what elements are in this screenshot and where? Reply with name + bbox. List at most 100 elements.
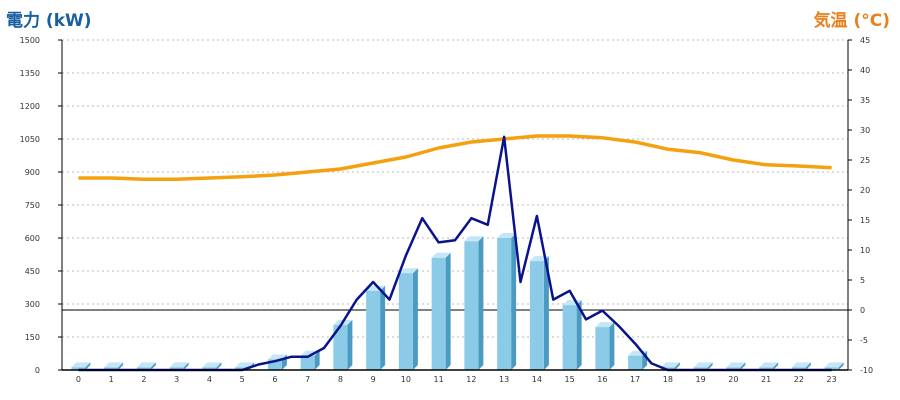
power-bar-side bbox=[412, 268, 418, 370]
left-tick-label: 0 bbox=[35, 366, 40, 375]
power-bar bbox=[136, 362, 156, 370]
x-tick-label: 2 bbox=[141, 375, 146, 384]
power-bar-side bbox=[609, 322, 615, 370]
power-bar-side bbox=[183, 362, 189, 370]
power-bar-top bbox=[71, 362, 91, 368]
x-tick-label: 3 bbox=[174, 375, 179, 384]
left-axis-title: 電力 (kW) bbox=[6, 11, 92, 31]
power-bar bbox=[595, 322, 615, 370]
power-bar bbox=[464, 236, 484, 370]
power-bar bbox=[759, 362, 779, 370]
grid-lines bbox=[62, 39, 848, 338]
power-bar-side bbox=[347, 319, 353, 370]
power-bar-front bbox=[235, 367, 250, 370]
left-tick-label: 1200 bbox=[20, 102, 40, 111]
power-bar-front bbox=[267, 359, 282, 370]
power-bar-top bbox=[398, 268, 418, 274]
power-bar bbox=[726, 362, 746, 370]
data-lines bbox=[78, 134, 832, 372]
power-bar-front bbox=[300, 355, 315, 370]
x-tick-label: 10 bbox=[401, 375, 411, 384]
x-tick-label: 19 bbox=[696, 375, 706, 384]
power-bar-side bbox=[740, 362, 746, 370]
power-bar bbox=[529, 256, 549, 370]
power-bar-side bbox=[216, 362, 222, 370]
x-tick-label: 14 bbox=[532, 375, 542, 384]
power-bar-side bbox=[543, 256, 549, 370]
x-tick-label: 15 bbox=[565, 375, 575, 384]
power-bar-side bbox=[805, 362, 811, 370]
x-tick-label: 18 bbox=[663, 375, 673, 384]
power-bar-side bbox=[150, 362, 156, 370]
power-bar-front bbox=[693, 367, 708, 370]
power-bar-side bbox=[707, 362, 713, 370]
power-bar-top bbox=[726, 362, 746, 368]
power-bar-front bbox=[398, 273, 413, 370]
power-bar-front bbox=[333, 324, 348, 370]
power-bar bbox=[71, 362, 91, 370]
power-bar-front bbox=[366, 290, 381, 370]
left-tick-label: 1500 bbox=[20, 36, 40, 45]
power-bar-top bbox=[497, 233, 517, 238]
power-bar bbox=[202, 362, 222, 370]
power-bar-side bbox=[85, 362, 91, 370]
right-tick-label: 25 bbox=[860, 156, 870, 165]
power-bar-front bbox=[136, 367, 151, 370]
power-bar-front bbox=[628, 355, 643, 370]
right-tick-label: 45 bbox=[860, 36, 870, 45]
power-bar-top bbox=[235, 362, 255, 368]
power-bar bbox=[366, 285, 386, 370]
x-tick-label: 9 bbox=[371, 375, 376, 384]
right-tick-label: 35 bbox=[860, 96, 870, 105]
right-tick-label: 5 bbox=[860, 276, 865, 285]
right-axis-title: 気温 (°C) bbox=[813, 11, 890, 31]
power-line bbox=[78, 135, 832, 372]
power-bar-top bbox=[136, 362, 156, 368]
power-bar-front bbox=[791, 367, 806, 370]
x-tick-label: 11 bbox=[434, 375, 444, 384]
power-bars bbox=[71, 233, 844, 370]
power-bar-side bbox=[118, 362, 124, 370]
power-bar-top bbox=[791, 362, 811, 368]
power-bar bbox=[333, 319, 353, 370]
x-tick-label: 13 bbox=[499, 375, 509, 384]
x-tick-label: 4 bbox=[207, 375, 212, 384]
power-bar-front bbox=[595, 327, 610, 370]
power-bar bbox=[693, 362, 713, 370]
power-bar-side bbox=[773, 362, 779, 370]
power-bar-front bbox=[104, 367, 119, 370]
power-bar-top bbox=[693, 362, 713, 368]
x-tick-label: 17 bbox=[630, 375, 640, 384]
power-bar-side bbox=[576, 300, 582, 370]
power-bar-side bbox=[511, 233, 517, 370]
power-bar-front bbox=[202, 367, 217, 370]
right-tick-label: 0 bbox=[860, 306, 865, 315]
left-tick-label: 300 bbox=[25, 300, 40, 309]
power-bar-front bbox=[71, 367, 86, 370]
left-tick-label: 150 bbox=[25, 333, 40, 342]
x-tick-label: 6 bbox=[272, 375, 277, 384]
power-bar-side bbox=[380, 285, 386, 370]
power-bar-top bbox=[202, 362, 222, 368]
power-bar-front bbox=[169, 367, 184, 370]
power-bar bbox=[791, 362, 811, 370]
axes bbox=[58, 39, 852, 371]
power-bar-side bbox=[674, 362, 680, 370]
right-tick-label: 10 bbox=[860, 246, 870, 255]
power-bar-top bbox=[595, 322, 615, 328]
x-tick-label: 0 bbox=[76, 375, 81, 384]
power-bar-front bbox=[464, 241, 479, 370]
power-bar bbox=[431, 252, 451, 370]
power-bar-top bbox=[431, 252, 451, 258]
right-tick-label: 30 bbox=[860, 126, 870, 135]
power-bar bbox=[562, 300, 582, 370]
power-bar-top bbox=[759, 362, 779, 368]
power-bar-top bbox=[169, 362, 189, 368]
right-tick-label: 20 bbox=[860, 186, 870, 195]
power-bar bbox=[497, 233, 517, 370]
power-bar-front bbox=[497, 238, 512, 370]
right-tick-label: 15 bbox=[860, 216, 870, 225]
x-tick-label: 12 bbox=[466, 375, 476, 384]
power-bar-front bbox=[562, 305, 577, 370]
